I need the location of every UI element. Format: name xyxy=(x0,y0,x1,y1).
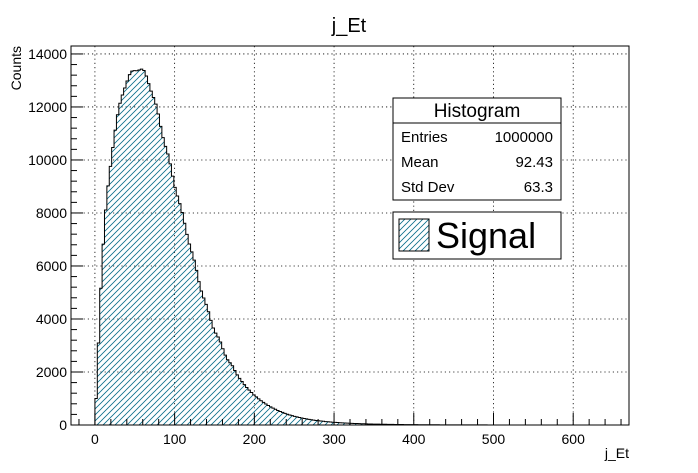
x-tick-label: 600 xyxy=(562,431,586,447)
x-tick-label: 0 xyxy=(91,431,99,447)
stats-stddev-label: Std Dev xyxy=(401,179,455,196)
x-tick-label: 500 xyxy=(482,431,506,447)
stats-box: Histogram Entries 1000000 Mean 92.43 Std… xyxy=(392,97,562,201)
chart-title: j_Et xyxy=(331,15,367,37)
stats-mean-label: Mean xyxy=(401,154,439,171)
y-tick-label: 0 xyxy=(59,417,67,433)
y-tick-label: 12000 xyxy=(28,99,67,115)
x-axis-tick-labels: 0 100 200 300 400 500 600 xyxy=(91,431,585,447)
stats-entries-label: Entries xyxy=(401,129,448,146)
y-axis-label: Counts xyxy=(8,46,24,90)
stats-mean-value: 92.43 xyxy=(515,154,553,171)
y-tick-label: 14000 xyxy=(28,46,67,62)
y-tick-label: 8000 xyxy=(36,205,67,221)
x-tick-label: 100 xyxy=(163,431,187,447)
y-tick-label: 2000 xyxy=(36,364,67,380)
y-tick-label: 4000 xyxy=(36,311,67,327)
y-axis-ticks xyxy=(71,53,83,426)
x-axis-label: j_Et xyxy=(604,445,629,461)
stats-stddev-value: 63.3 xyxy=(524,179,553,196)
x-tick-label: 400 xyxy=(402,431,426,447)
y-tick-label: 6000 xyxy=(36,258,67,274)
legend: Signal xyxy=(392,211,562,260)
legend-swatch-signal xyxy=(398,218,430,252)
histogram-fill xyxy=(94,69,622,425)
stats-entries-value: 1000000 xyxy=(495,129,553,146)
legend-label-signal: Signal xyxy=(436,215,536,256)
x-axis-ticks xyxy=(78,413,622,425)
stats-box-title: Histogram xyxy=(434,101,521,122)
x-tick-label: 300 xyxy=(322,431,346,447)
y-tick-label: 10000 xyxy=(28,152,67,168)
y-axis-tick-labels: 0 2000 4000 6000 8000 10000 12000 14000 xyxy=(28,46,67,433)
x-tick-label: 200 xyxy=(243,431,267,447)
